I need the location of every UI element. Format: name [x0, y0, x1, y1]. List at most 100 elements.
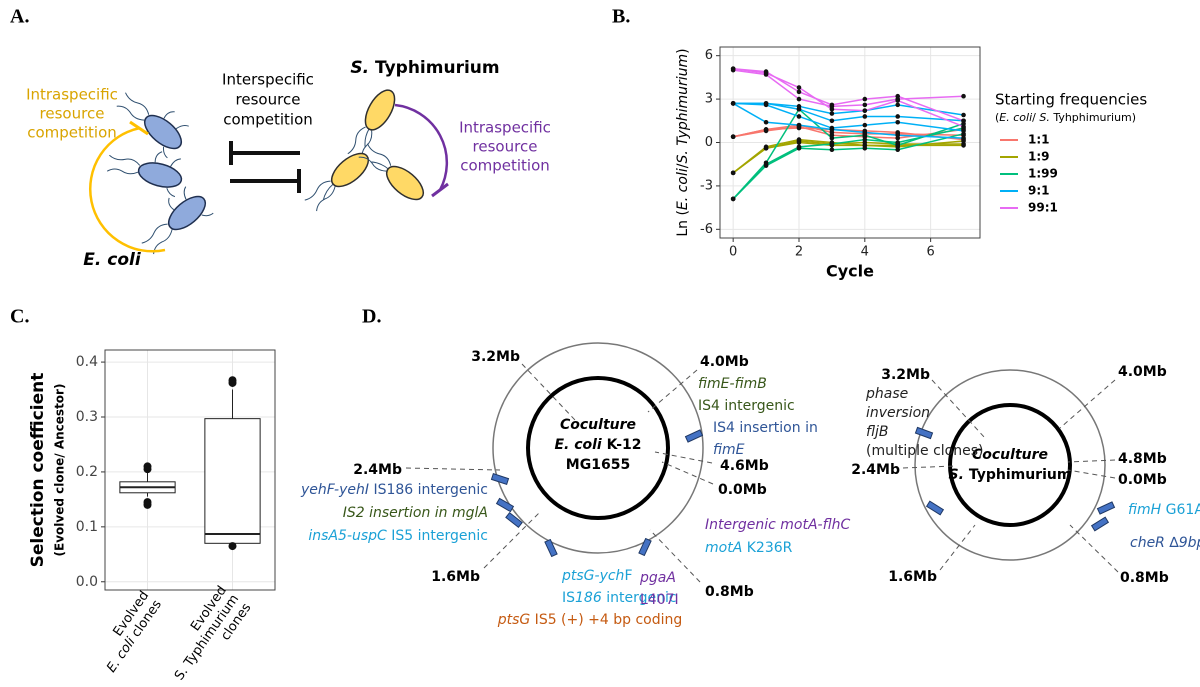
styph-cell [355, 139, 430, 207]
mutation-tick [1090, 516, 1110, 532]
data-point [895, 147, 901, 153]
mutation-label-part: pgaA [639, 570, 676, 586]
mutation-label-part: IS5 (+) +4 bp coding [530, 612, 682, 628]
annotation: resource [473, 138, 538, 156]
position-label: 0.0Mb [1118, 472, 1167, 488]
annotation: competition [27, 124, 117, 142]
y-tick-label: 0.4 [76, 354, 98, 370]
position-label: 0.8Mb [705, 584, 754, 600]
y-tick-label: -6 [700, 222, 713, 237]
mutation-tick [925, 500, 945, 516]
genome-label-part: Coculture [560, 417, 636, 433]
mutation-tick [1096, 501, 1116, 515]
mutation-label-part: F [624, 568, 632, 584]
mutation-label: IS4 insertion in [713, 420, 818, 436]
annotation: resource [40, 105, 105, 123]
genome-label: E. coli K-12 [554, 437, 641, 453]
data-point [829, 118, 835, 124]
genome-inner [948, 403, 1072, 527]
y-tick-label: 0.2 [76, 464, 98, 480]
data-point [862, 108, 868, 113]
mutation-label-part: fimE-fimB [698, 376, 767, 392]
data-point [730, 134, 736, 140]
data-point [895, 119, 901, 125]
annotation: Intraspecific [459, 119, 551, 137]
mutation-label-part: IS [562, 590, 575, 606]
data-point [829, 135, 835, 141]
legend-label: 1:1 [1028, 133, 1050, 147]
mutation-label-part: cheR ∆9bp [1130, 535, 1200, 551]
data-point [961, 112, 966, 118]
y-tick-label: 3 [705, 92, 713, 107]
panel-label: A. [10, 6, 29, 28]
genome-label-part: E. coli [554, 437, 601, 453]
legend-label: 1:99 [1028, 167, 1058, 181]
data-point [895, 114, 901, 119]
data-point [895, 143, 901, 148]
y-axis-label: Ln (E. coli/S. Typhimurium) [675, 48, 691, 236]
position-lines [405, 363, 714, 583]
inhibit-bar [129, 120, 149, 136]
x-tick-label: 6 [926, 245, 934, 260]
mutation-tick [638, 537, 652, 557]
mutation-ticks [490, 426, 1116, 558]
legend-label: 1:9 [1028, 150, 1050, 164]
panel-d-drawing [405, 342, 1119, 583]
plot-border [719, 46, 981, 239]
mutation-tick [505, 512, 523, 528]
y-tick-label: 0 [705, 135, 713, 150]
data-point [730, 66, 736, 72]
mutation-label: phase [865, 386, 908, 402]
mutation-label: Intergenic motA-flhC [705, 517, 851, 533]
mutation-tick [544, 538, 558, 558]
data-point [961, 124, 966, 129]
mutation-label-part: ptsG [497, 612, 531, 628]
data-point [796, 122, 802, 128]
annotation: Interspecific [222, 71, 314, 89]
mutation-label-part: IS2 insertion in mglA [343, 505, 488, 521]
panel-a-drawing [88, 78, 449, 262]
box [204, 418, 261, 544]
mutation-label-part: IS186 intergenic [369, 482, 488, 498]
mutation-tick [914, 426, 934, 440]
data-point [796, 96, 802, 102]
data-point [961, 118, 966, 124]
mutation-label-part: ptsG-ych [561, 568, 624, 584]
y-axis-label: (Evolved clone/ Ancestor) [53, 384, 67, 557]
x-axis-label: Cycle [826, 262, 874, 281]
annotation: competition [223, 111, 313, 129]
position-label: 4.0Mb [700, 354, 749, 370]
mutation-tick [684, 429, 704, 443]
data-point [895, 132, 901, 138]
mutation-label: IS186 intergenic [562, 590, 677, 606]
data-point [829, 106, 835, 112]
legend-subtitle-part: Tyhphimurium) [1050, 111, 1136, 124]
genome-label: MG1655 [566, 457, 630, 473]
data-point [862, 102, 868, 108]
x-tick-label: 0 [729, 245, 737, 260]
y-axis-label-part: S. Typhimurium [675, 54, 691, 164]
mutation-label: (multiple clones) [866, 443, 983, 459]
data-point [796, 104, 802, 109]
data-point [829, 127, 835, 132]
mutation-label: IS4 intergenic [698, 398, 795, 414]
position-label: 2.4Mb [851, 462, 900, 478]
position-label: 3.2Mb [471, 349, 520, 365]
mutation-label: IS2 insertion in mglA [343, 505, 488, 521]
mutation-label-part: motA [705, 540, 742, 556]
y-tick-label: 0.0 [76, 574, 98, 590]
legend-subtitle: (E. coli/ S. Tyhphimurium) [995, 111, 1136, 124]
mutation-label-part: inversion [866, 405, 930, 421]
x-tick-label: 4 [861, 245, 869, 260]
panel-label: D. [362, 306, 381, 328]
genome-label: Coculture [972, 447, 1048, 463]
species-title: E. coli [83, 250, 142, 270]
mutation-label-part: IS5 intergenic [387, 528, 488, 544]
data-point [763, 160, 769, 166]
y-axis-label-part: ) [675, 48, 691, 53]
data-point [763, 70, 769, 76]
genome-label-part: S. [949, 467, 964, 483]
mutation-label: ptsG IS5 (+) +4 bp coding [497, 612, 683, 628]
position-label: 1.6Mb [431, 569, 480, 585]
